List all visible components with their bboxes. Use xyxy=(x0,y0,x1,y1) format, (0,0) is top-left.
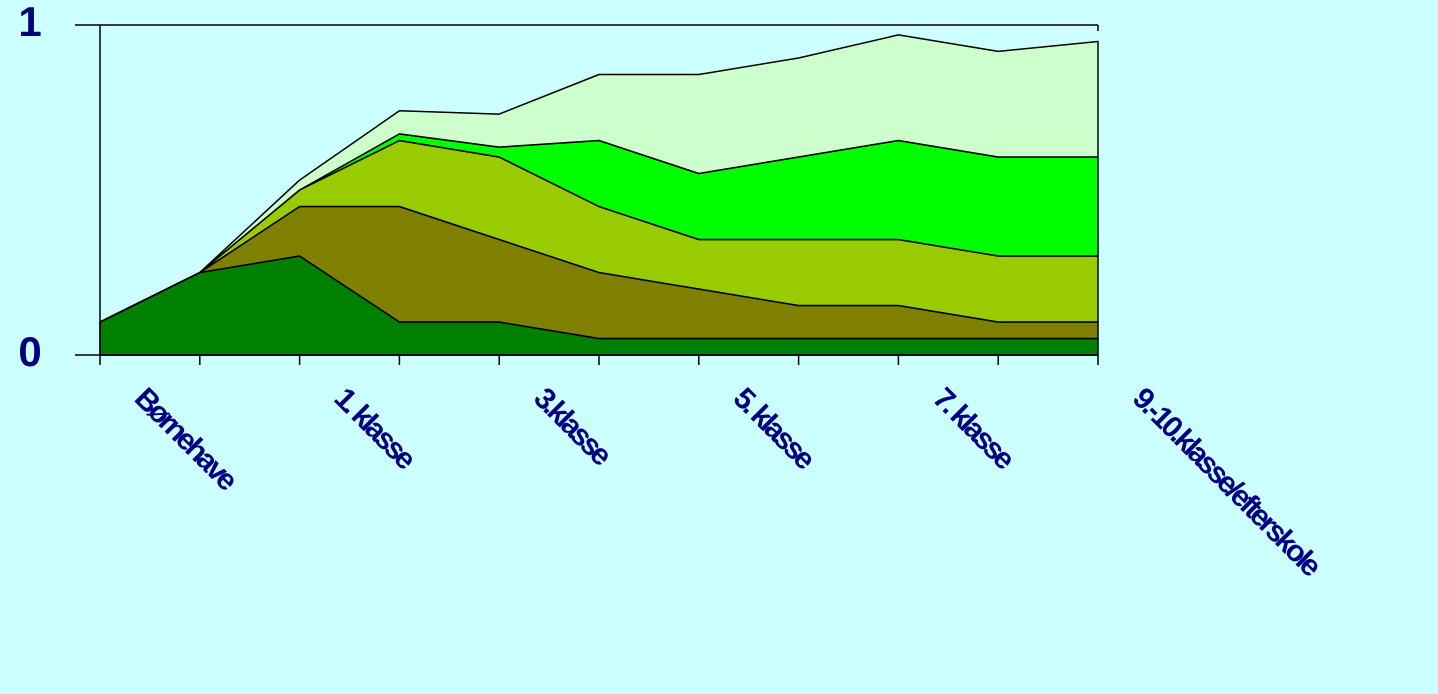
y-tick-label: 1 xyxy=(18,0,41,45)
area xyxy=(99,34,1099,323)
y-tick-label: 0 xyxy=(18,328,41,375)
